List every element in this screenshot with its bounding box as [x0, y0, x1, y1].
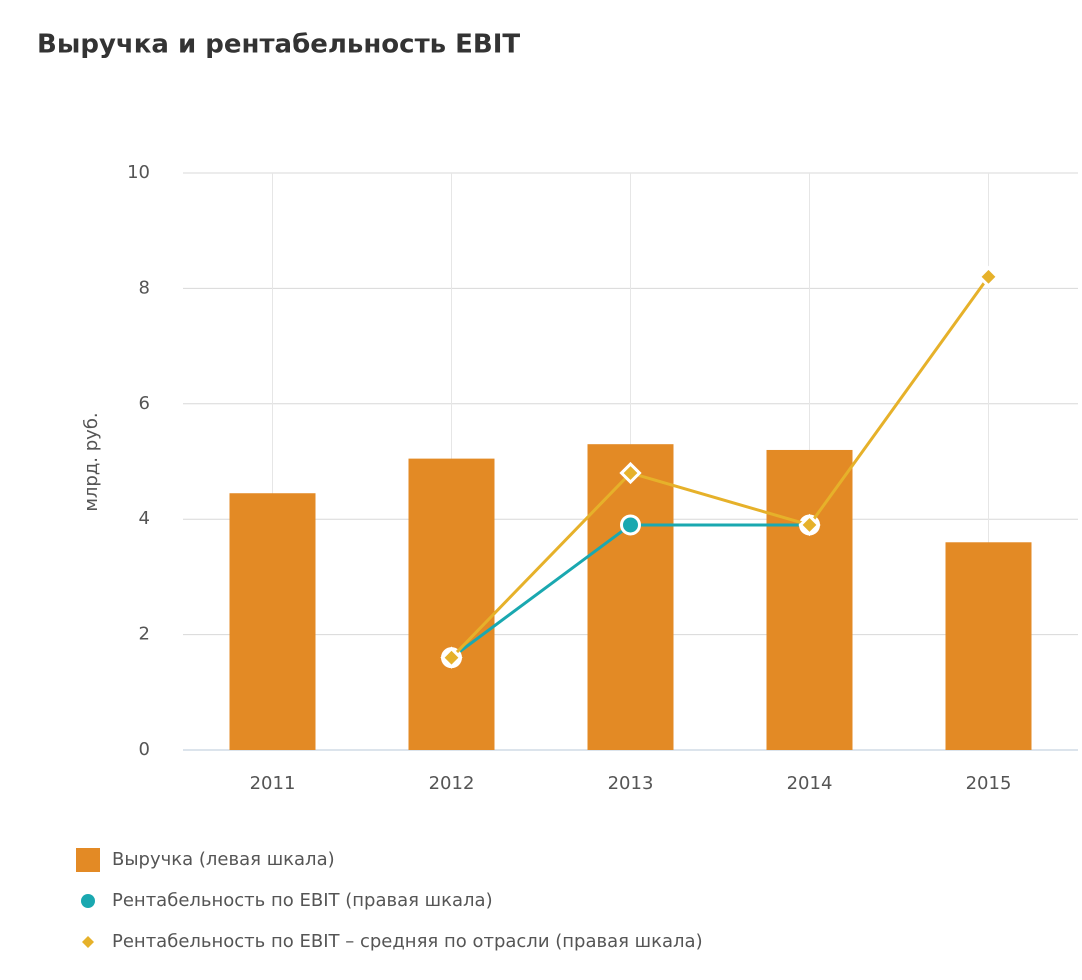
- point: [440, 646, 463, 669]
- line: [450, 275, 990, 659]
- legend-symbol: [76, 848, 100, 872]
- y-axis-label: млрд. руб.: [81, 412, 102, 511]
- y-tick-label: 6: [139, 393, 150, 414]
- y-tick-label: 4: [139, 508, 150, 529]
- x-tick-label: 2013: [608, 773, 654, 794]
- point: [619, 461, 642, 485]
- legend-label: Выручка (левая шкала): [112, 849, 335, 870]
- point: [977, 265, 1000, 288]
- x-tick-label: 2015: [966, 773, 1012, 794]
- bar: [229, 493, 316, 750]
- x-tick-label: 2011: [250, 773, 296, 794]
- x-tick-label: 2012: [429, 773, 475, 794]
- x-tick-label: 2014: [787, 773, 833, 794]
- legend-label: Рентабельность по EBIT (правая шкала): [112, 890, 493, 911]
- legend-symbol: [82, 936, 94, 948]
- bar: [945, 542, 1032, 750]
- legend-symbol: [81, 894, 95, 908]
- legend-label: Рентабельность по EBIT – средняя по отра…: [112, 931, 703, 952]
- point: [798, 513, 821, 537]
- chart-title: Выручка и рентабельность EBIT: [37, 30, 520, 60]
- bar: [408, 458, 495, 750]
- bar: [766, 449, 853, 750]
- y-tick-label: 2: [139, 624, 150, 645]
- y-tick-label: 10: [127, 162, 150, 183]
- y-tick-label: 0: [139, 739, 150, 760]
- point: [620, 514, 641, 536]
- y-tick-label: 8: [139, 277, 150, 298]
- bar: [587, 444, 674, 750]
